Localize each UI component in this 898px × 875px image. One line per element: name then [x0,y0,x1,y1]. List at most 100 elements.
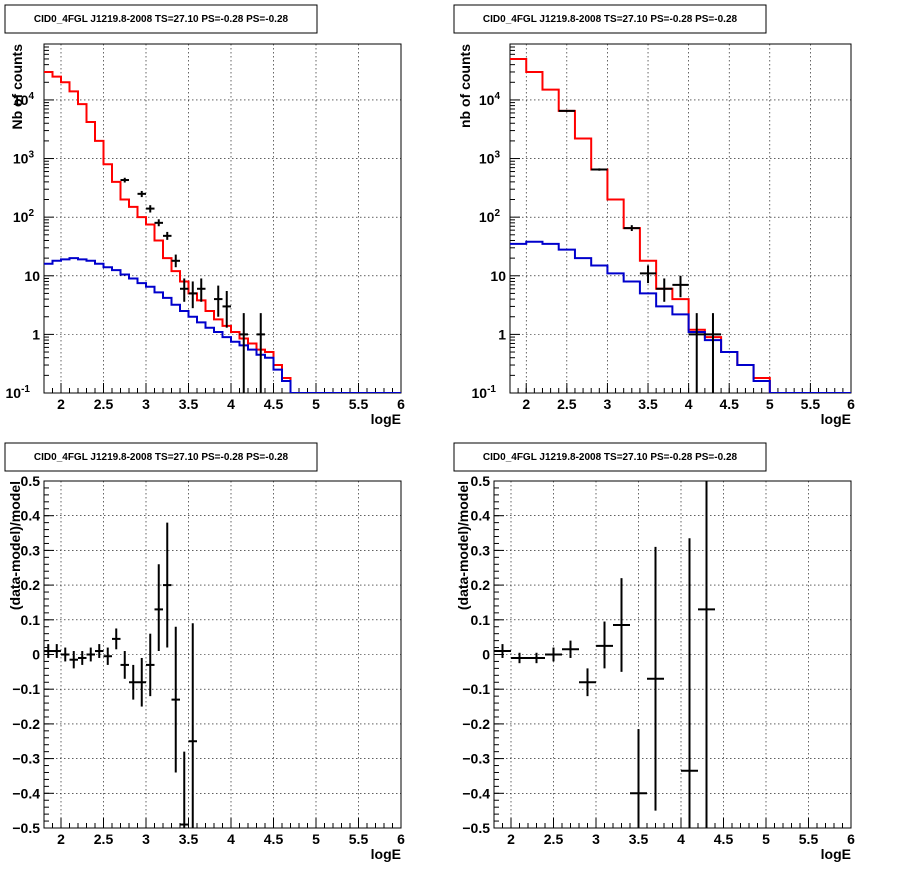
chart-title: CID0_4FGL J1219.8-2008 TS=27.10 PS=-0.28… [34,452,289,463]
data-point [137,657,146,707]
data-point [256,313,265,393]
y-tick-mantissa: −0.1 [462,681,490,697]
data-point [180,278,189,302]
y-tick-label: 0.2 [21,577,41,593]
data-point [171,254,180,268]
y-tick-label: 0.2 [471,577,491,593]
y-tick-label: −0.2 [462,716,490,732]
y-tick-mantissa: 0.1 [471,612,491,628]
plot-frame [509,43,852,394]
data-point [129,664,138,700]
y-tick-label: −0.3 [462,751,490,767]
data-point [78,651,87,665]
plot-frame [43,480,402,829]
y-tick-label: −0.4 [462,785,490,801]
x-tick-label: 3 [142,831,150,847]
y-tick-mantissa: −0.2 [12,716,40,732]
y-tick-label: 0 [482,647,490,663]
x-tick-label: 2 [57,396,65,412]
y-tick-label: 103 [479,150,501,167]
data-point [146,205,155,213]
plot-area [44,70,401,393]
y-tick-mantissa: −0.4 [12,785,40,801]
x-tick-label: 3 [142,396,150,412]
data-point [120,177,129,183]
x-axis-title: logE [821,411,851,427]
chart-title-box [453,4,767,34]
x-axis-title: logE [821,846,851,862]
y-tick-label: 103 [13,150,35,167]
x-tick-label: 2.5 [94,396,114,412]
data-point [171,626,180,773]
x-tick-label: 4.5 [714,831,734,847]
x-tick-label: 3.5 [638,396,658,412]
x-tick-label: 2.5 [94,831,114,847]
y-tick-label: 0 [32,647,40,663]
data-point [562,640,579,658]
data-point [688,313,705,393]
y-tick-exponent: 2 [28,208,34,219]
data-point [95,644,104,658]
y-tick-label: 10 [490,268,506,284]
x-tick-label: 4 [227,396,235,412]
y-tick-mantissa: 0.1 [21,612,41,628]
y-tick-mantissa: −0.1 [12,681,40,697]
y-tick-label: −0.5 [12,820,40,836]
data-point [528,652,545,664]
y-tick-label: 1 [498,326,506,342]
chart-title-box [4,4,318,34]
data-point [137,190,146,198]
data-point [222,290,231,328]
y-tick-exponent: 3 [28,150,34,161]
y-tick-exponent: 2 [494,208,500,219]
data-point [146,633,155,697]
y-tick-label: 0.5 [471,473,491,489]
y-tick-label: −0.1 [12,681,40,697]
x-tick-label: 4 [227,831,235,847]
data-point [61,647,70,662]
x-tick-label: 5.5 [801,396,821,412]
chart-title: CID0_4FGL J1219.8-2008 TS=27.10 PS=-0.28… [483,14,738,25]
chart-title: CID0_4FGL J1219.8-2008 TS=27.10 PS=-0.28… [483,452,738,463]
y-tick-mantissa: 10 [13,92,29,108]
x-tick-label: 6 [847,396,855,412]
data-point [163,522,172,648]
x-tick-label: 3.5 [179,831,199,847]
data-point [163,231,172,240]
y-tick-mantissa: −0.4 [462,785,490,801]
x-tick-label: 2 [507,831,515,847]
x-tick-label: 5.5 [799,831,819,847]
x-tick-label: 5 [766,396,774,412]
data-point [647,546,664,811]
plot-area [494,481,715,828]
y-tick-mantissa: 10 [479,92,495,108]
y-tick-label: −0.2 [12,716,40,732]
data-point [704,313,722,393]
chart-panel-top-left: CID0_4FGL J1219.8-2008 TS=27.10 PS=-0.28… [4,4,405,427]
x-tick-label: 2.5 [544,831,564,847]
data-point [112,628,121,650]
plot-area [510,57,851,393]
y-tick-mantissa: −0.3 [462,751,490,767]
data-point [103,647,112,665]
y-tick-mantissa: −0.5 [462,820,490,836]
y-tick-label: 10-1 [472,384,497,401]
data-point [86,647,95,662]
y-tick-label: −0.5 [462,820,490,836]
x-tick-label: 3.5 [629,831,649,847]
data-point [52,644,61,658]
data-point [214,285,223,317]
chart-panel-top-right: CID0_4FGL J1219.8-2008 TS=27.10 PS=-0.28… [453,4,855,427]
y-axis-title: nb of counts [457,44,473,128]
y-tick-exponent: 4 [494,91,500,102]
y-tick-label: 0.4 [21,508,41,524]
y-tick-mantissa: 0.3 [21,542,41,558]
data-point [698,481,715,828]
data-point [511,652,528,664]
data-point [630,729,647,828]
y-tick-label: 10-1 [6,384,31,401]
y-tick-label: 0.1 [471,612,491,628]
y-tick-exponent: 3 [494,150,500,161]
y-tick-mantissa: 10 [13,209,29,225]
